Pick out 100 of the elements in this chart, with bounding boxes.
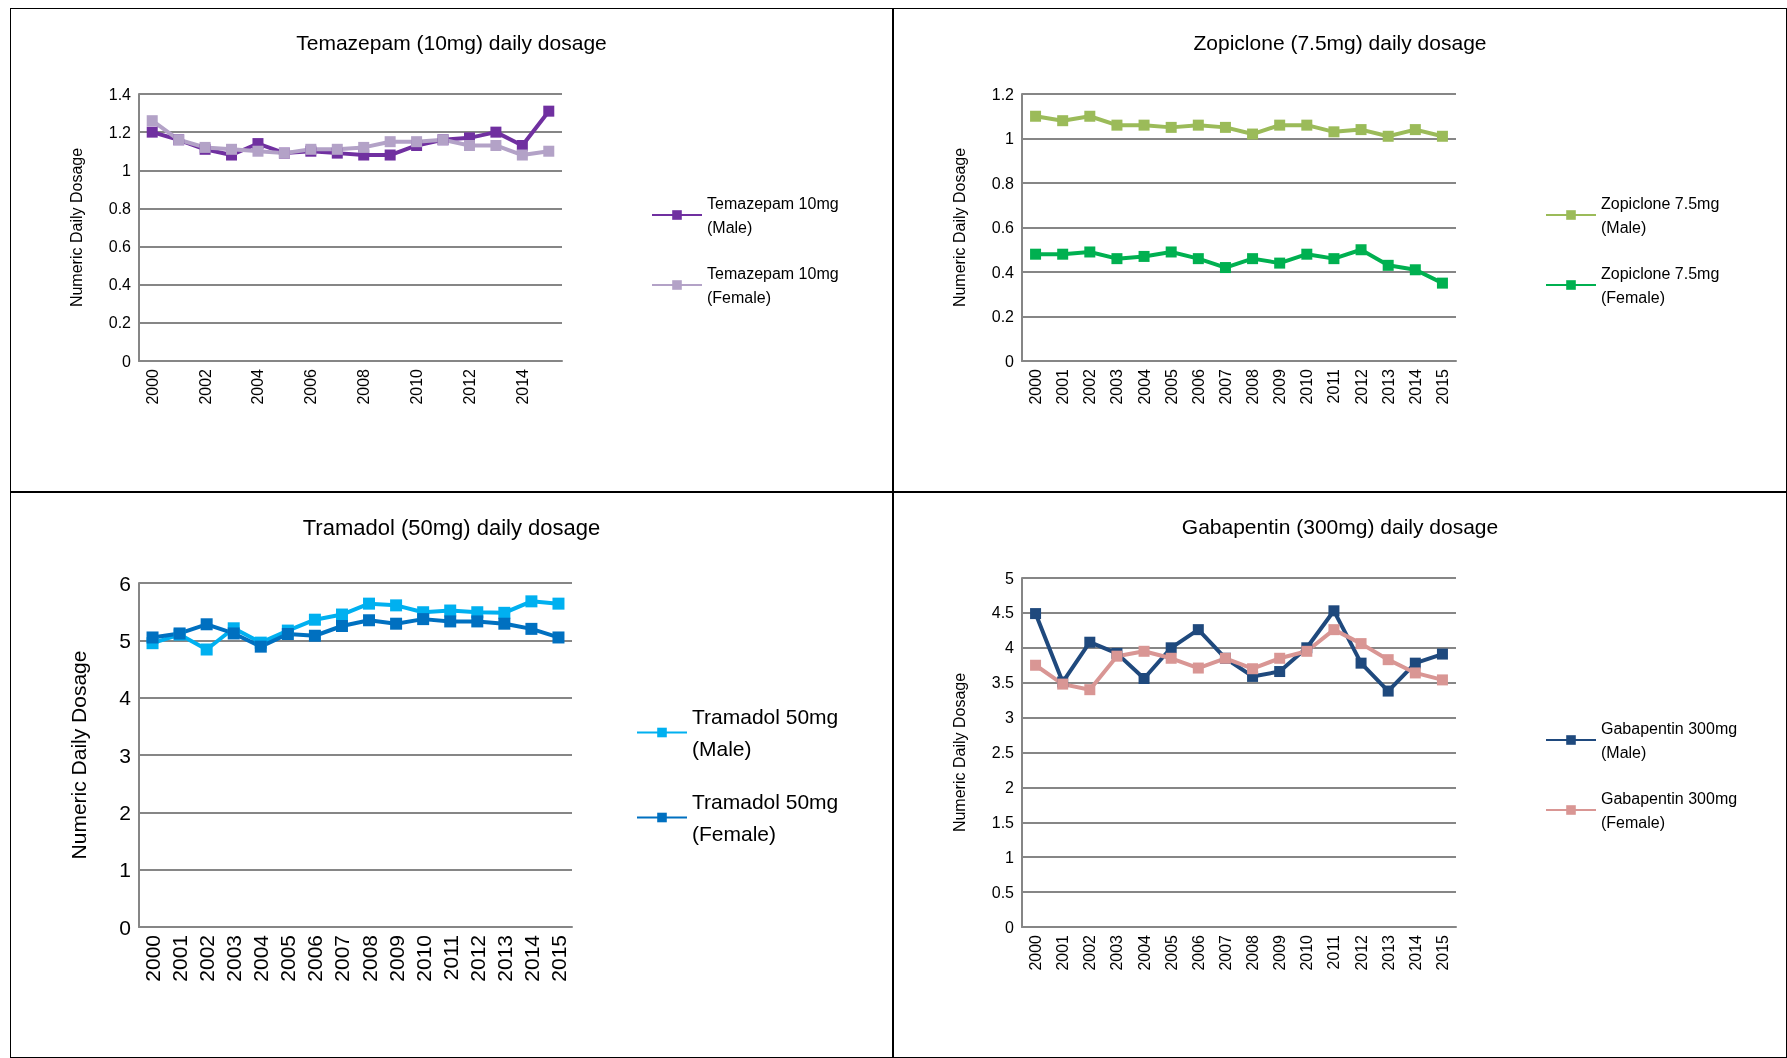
x-tick-label: 2002 bbox=[1081, 368, 1099, 405]
x-tick-label: 2006 bbox=[302, 368, 320, 405]
x-tick-label: 2011 bbox=[1325, 368, 1343, 404]
x-tick-label: 2002 bbox=[196, 368, 214, 405]
x-tick-label: 2001 bbox=[1054, 934, 1072, 971]
chart-title: Tramadol (50mg) daily dosage bbox=[302, 514, 601, 540]
y-tick-label: 1 bbox=[1005, 848, 1015, 866]
y-tick-label: 0.6 bbox=[108, 238, 132, 256]
y-tick-label: 0.2 bbox=[108, 314, 132, 332]
y-tick-label: 1.4 bbox=[108, 85, 132, 103]
y-tick-label: 4 bbox=[1005, 639, 1015, 657]
x-tick-label: 2006 bbox=[303, 935, 327, 982]
y-tick-label: 1 bbox=[119, 858, 131, 882]
y-tick-label: 5 bbox=[119, 628, 131, 652]
y-tick-label: 1.2 bbox=[108, 123, 132, 141]
x-tick-label: 2007 bbox=[330, 935, 354, 982]
x-tick-label: 2005 bbox=[1162, 934, 1180, 971]
x-tick-label: 2005 bbox=[276, 935, 300, 982]
x-tick-label: 2010 bbox=[1298, 368, 1316, 405]
y-tick-label: 0 bbox=[1005, 918, 1015, 936]
legend-label: Gabapentin 300mg (Female) bbox=[1601, 789, 1742, 831]
y-tick-label: 0.8 bbox=[108, 199, 132, 217]
y-tick-label: 4 bbox=[119, 686, 132, 710]
x-tick-label: 2003 bbox=[222, 935, 246, 982]
x-tick-label: 2000 bbox=[143, 368, 161, 405]
y-tick-label: 1 bbox=[122, 161, 132, 179]
x-tick-label: 2012 bbox=[1352, 934, 1370, 971]
x-tick-label: 2013 bbox=[1379, 934, 1397, 971]
x-tick-label: 2001 bbox=[1054, 368, 1072, 405]
x-tick-label: 2009 bbox=[1271, 368, 1289, 405]
y-tick-label: 3 bbox=[1005, 709, 1015, 727]
x-tick-label: 2009 bbox=[384, 935, 408, 982]
x-tick-label: 2007 bbox=[1216, 934, 1234, 971]
y-tick-label: 0.2 bbox=[991, 308, 1015, 325]
x-tick-label: 2008 bbox=[357, 935, 381, 982]
legend-label: Tramadol 50mg (Male) bbox=[692, 705, 845, 760]
x-tick-label: 2012 bbox=[465, 935, 489, 982]
x-tick-label: 2015 bbox=[546, 935, 570, 982]
x-tick-label: 2011 bbox=[438, 935, 462, 981]
x-tick-label: 2008 bbox=[355, 368, 373, 405]
y-axis-title: Numeric Daily Dosage bbox=[67, 650, 90, 860]
x-tick-label: 2001 bbox=[168, 935, 192, 982]
chart-title: Zopiclone (7.5mg) daily dosage bbox=[1193, 31, 1487, 54]
x-tick-label: 2010 bbox=[408, 368, 426, 405]
chart-title: Gabapentin (300mg) daily dosage bbox=[1181, 515, 1499, 538]
y-tick-label: 0.5 bbox=[991, 883, 1015, 901]
y-tick-label: 5 bbox=[1005, 569, 1015, 587]
x-tick-label: 2007 bbox=[1216, 368, 1234, 405]
y-tick-label: 0.8 bbox=[991, 174, 1015, 192]
x-tick-label: 2002 bbox=[195, 935, 219, 982]
x-tick-label: 2014 bbox=[1406, 934, 1424, 971]
y-tick-label: 0.4 bbox=[108, 276, 132, 294]
y-tick-label: 0 bbox=[119, 915, 131, 939]
x-tick-label: 2011 bbox=[1325, 934, 1343, 970]
x-tick-label: 2004 bbox=[1135, 934, 1153, 971]
x-tick-label: 2015 bbox=[1433, 368, 1451, 405]
legend-label: Zopiclone 7.5mg (Male) bbox=[1601, 194, 1724, 236]
y-tick-label: 2.5 bbox=[991, 744, 1015, 761]
legend-label: Temazepam 10mg (Male) bbox=[707, 194, 844, 236]
y-tick-label: 0 bbox=[1005, 352, 1015, 370]
x-tick-label: 2014 bbox=[1406, 368, 1424, 405]
x-tick-label: 2010 bbox=[411, 935, 435, 982]
x-tick-label: 2008 bbox=[1244, 934, 1262, 971]
y-axis-title: Numeric Daily Dosage bbox=[67, 147, 85, 308]
x-tick-label: 2000 bbox=[1027, 934, 1045, 971]
x-tick-label: 2008 bbox=[1244, 368, 1262, 405]
x-tick-label: 2012 bbox=[1352, 368, 1370, 405]
y-tick-label: 0 bbox=[122, 352, 132, 370]
x-tick-label: 2000 bbox=[141, 935, 165, 982]
x-tick-label: 2000 bbox=[1027, 368, 1045, 405]
legend-label: Temazepam 10mg (Female) bbox=[707, 264, 844, 306]
x-tick-label: 2005 bbox=[1162, 368, 1180, 405]
y-tick-label: 3.5 bbox=[991, 674, 1015, 692]
chart-title: Temazepam (10mg) daily dosage bbox=[296, 31, 607, 54]
x-tick-label: 2003 bbox=[1108, 934, 1126, 971]
y-tick-label: 2 bbox=[1005, 778, 1015, 796]
legend-label: Tramadol 50mg (Female) bbox=[692, 790, 845, 845]
legend-label: Gabapentin 300mg (Male) bbox=[1601, 719, 1742, 761]
y-tick-label: 1.5 bbox=[991, 813, 1015, 831]
x-tick-label: 2004 bbox=[1135, 368, 1153, 405]
y-tick-label: 0.4 bbox=[991, 263, 1015, 281]
x-tick-label: 2009 bbox=[1271, 934, 1289, 971]
x-tick-label: 2006 bbox=[1189, 934, 1207, 971]
y-tick-label: 6 bbox=[119, 571, 131, 595]
x-tick-label: 2006 bbox=[1189, 368, 1207, 405]
x-tick-label: 2014 bbox=[513, 368, 531, 405]
y-tick-label: 4.5 bbox=[991, 604, 1015, 622]
y-axis-title: Numeric Daily Dosage bbox=[950, 672, 968, 833]
x-tick-label: 2004 bbox=[249, 934, 273, 982]
y-tick-label: 1 bbox=[1005, 130, 1015, 147]
y-tick-label: 1.2 bbox=[991, 85, 1015, 103]
y-tick-label: 3 bbox=[119, 743, 131, 767]
y-tick-label: 2 bbox=[119, 800, 131, 824]
y-tick-label: 0.6 bbox=[991, 219, 1015, 236]
x-tick-label: 2004 bbox=[249, 368, 267, 405]
x-tick-label: 2013 bbox=[492, 935, 516, 982]
x-tick-label: 2003 bbox=[1108, 368, 1126, 405]
x-tick-label: 2010 bbox=[1298, 934, 1316, 971]
x-tick-label: 2015 bbox=[1433, 934, 1451, 971]
x-tick-label: 2014 bbox=[519, 934, 543, 982]
